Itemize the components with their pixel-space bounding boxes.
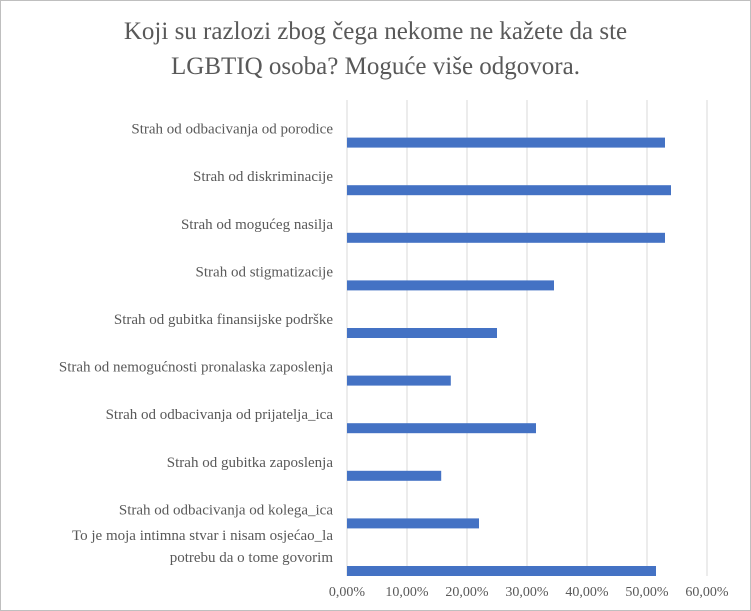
chart-title-line-1: Koji su razlozi zbog čega nekome ne kaže…: [123, 18, 628, 45]
category-label-9-line-1: potrebu da o tome govorim: [170, 550, 334, 566]
x-tick-label-4: 40,00%: [565, 585, 609, 600]
bar-9: [347, 566, 656, 576]
bar-8: [347, 518, 479, 529]
category-label-7: Strah od gubitka zaposlenja: [167, 455, 334, 471]
x-tick-label-6: 60,00%: [685, 585, 729, 600]
category-labels: Strah od odbacivanja od porodice Strah od…: [59, 122, 333, 566]
category-label-1: Strah od diskriminacije: [193, 169, 333, 185]
bar-4: [347, 328, 497, 338]
x-tick-label-0: 0,00%: [329, 585, 366, 600]
bar-5: [347, 375, 451, 386]
category-label-9-line-0: To je moja intimna stvar i nisam osjećao…: [72, 528, 333, 544]
chart-title: Koji su razlozi zbog čega nekome ne kaže…: [0, 14, 751, 84]
bar-6: [347, 423, 536, 434]
bar-1: [347, 185, 671, 196]
category-label-0: Strah od odbacivanja od porodice: [131, 122, 333, 138]
bar-0: [347, 137, 665, 148]
bars: [347, 137, 671, 576]
category-label-2: Strah od mogućeg nasilja: [181, 217, 333, 233]
bar-2: [347, 232, 665, 243]
x-tick-label-3: 30,00%: [505, 585, 549, 600]
category-label-6: Strah od odbacivanja od prijatelja_ica: [106, 407, 334, 423]
bar-7: [347, 470, 442, 481]
x-tick-label-5: 50,00%: [625, 585, 669, 600]
x-tick-labels: 0,00% 10,00% 20,00% 30,00% 40,00% 50,00% 60,00…: [329, 585, 729, 600]
category-label-4: Strah od gubitka finansijske podrške: [114, 312, 333, 328]
x-tick-label-2: 20,00%: [445, 585, 489, 600]
chart-title-line-2: LGBTIQ osoba? Moguće više odgovora.: [171, 53, 580, 80]
bar-3: [347, 280, 554, 291]
x-tick-label-1: 10,00%: [385, 585, 429, 600]
category-label-3: Strah od stigmatizacije: [196, 264, 334, 280]
category-label-8: Strah od odbacivanja od kolega_ica: [119, 502, 333, 518]
category-label-5: Strah od nemogućnosti pronalaska zaposle…: [59, 360, 333, 376]
